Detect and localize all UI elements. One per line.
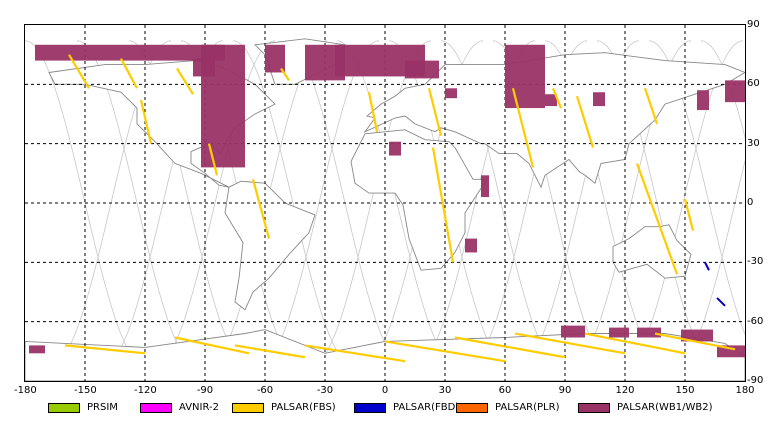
fbs-swath: [654, 332, 736, 351]
legend-label: PALSAR(PLR): [495, 402, 560, 413]
fbs-swath: [384, 340, 506, 363]
x-tick-label: -90: [196, 385, 214, 396]
fbs-swath: [234, 344, 306, 359]
landmass: [612, 224, 692, 279]
fbs-swath: [514, 332, 626, 355]
fbs-swath: [120, 58, 138, 89]
wb-swath: [465, 238, 477, 253]
legend-swatch: [48, 403, 80, 413]
fbs-swath: [139, 99, 153, 144]
fbs-swath: [304, 344, 406, 363]
x-tick-label: 180: [735, 385, 755, 396]
legend-swatch: [140, 403, 172, 413]
legend-swatch: [232, 403, 264, 413]
fbs-swath: [511, 88, 535, 168]
world-map: [24, 24, 746, 382]
wb-swath: [445, 88, 457, 99]
orbit-track: [232, 40, 354, 366]
legend-swatch: [578, 403, 610, 413]
fbs-swath: [643, 87, 659, 125]
fbs-swath: [584, 332, 686, 355]
wb-swath: [389, 141, 401, 156]
legend-swatch: [456, 403, 488, 413]
map-canvas: [25, 25, 745, 381]
fbs-swath: [207, 143, 219, 176]
wb-swath: [561, 325, 585, 338]
fbs-swath: [575, 95, 595, 148]
fbs-swath: [68, 54, 90, 89]
y-tick-label: 90: [747, 19, 760, 30]
wb-swath: [609, 327, 629, 338]
x-tick-label: -120: [134, 385, 157, 396]
x-tick-label: 30: [438, 385, 452, 396]
fbs-swath: [251, 178, 271, 239]
x-tick-label: 0: [381, 385, 389, 396]
wb-swath: [405, 60, 439, 79]
x-tick-label: 90: [558, 385, 572, 396]
landmass: [224, 180, 316, 311]
fbd-swath: [704, 261, 710, 271]
x-tick-label: 150: [675, 385, 695, 396]
fbs-swath: [551, 87, 563, 109]
wb-swath: [29, 345, 45, 354]
fbs-swath: [176, 67, 194, 95]
fbd-swath: [716, 297, 726, 307]
fbs-swath: [367, 92, 379, 133]
wb-swath: [697, 90, 709, 111]
wb-swath: [35, 44, 225, 61]
orbit-track: [700, 40, 745, 139]
y-tick-label: -90: [747, 375, 764, 386]
x-tick-label: 60: [498, 385, 512, 396]
x-tick-label: 120: [615, 385, 635, 396]
fbs-swath: [427, 88, 443, 137]
wb-swath: [593, 92, 605, 107]
x-tick-label: -60: [256, 385, 274, 396]
y-tick-label: -30: [747, 256, 764, 268]
fbs-swath: [64, 344, 146, 355]
fbs-swath: [683, 198, 695, 231]
wb-swath: [725, 80, 745, 103]
y-tick-label: -60: [747, 315, 764, 327]
legend-label: PALSAR(WB1/WB2): [617, 402, 713, 413]
legend-label: PALSAR(FBS): [271, 402, 336, 413]
legend: PRSIM AVNIR-2 PALSAR(FBS) PALSAR(FBD) PALSAR…: [48, 402, 748, 418]
fbs-swath: [174, 336, 250, 355]
legend-label: PRSIM: [87, 402, 118, 413]
wb-swath: [637, 327, 661, 338]
wb-swath: [201, 44, 245, 168]
x-tick-label: -180: [14, 385, 37, 396]
legend-label: AVNIR-2: [179, 402, 219, 413]
legend-swatch: [354, 403, 386, 413]
legend-label: PALSAR(FBD): [393, 402, 460, 413]
fbs-swath: [454, 336, 566, 359]
fbs-swath: [635, 163, 679, 275]
fbs-swath: [280, 67, 290, 81]
wb-swath: [717, 345, 745, 358]
wb-swath: [505, 44, 545, 109]
x-tick-label: -30: [316, 385, 334, 396]
y-tick-label: 0: [747, 197, 754, 208]
y-tick-label: 60: [747, 78, 760, 90]
wb-swath: [681, 329, 713, 342]
wb-swath: [481, 175, 489, 198]
wb-swath: [265, 44, 285, 73]
x-tick-label: -150: [74, 385, 97, 396]
wb-swath: [545, 94, 557, 107]
y-tick-label: 30: [747, 137, 760, 149]
fbs-swath: [431, 147, 455, 263]
